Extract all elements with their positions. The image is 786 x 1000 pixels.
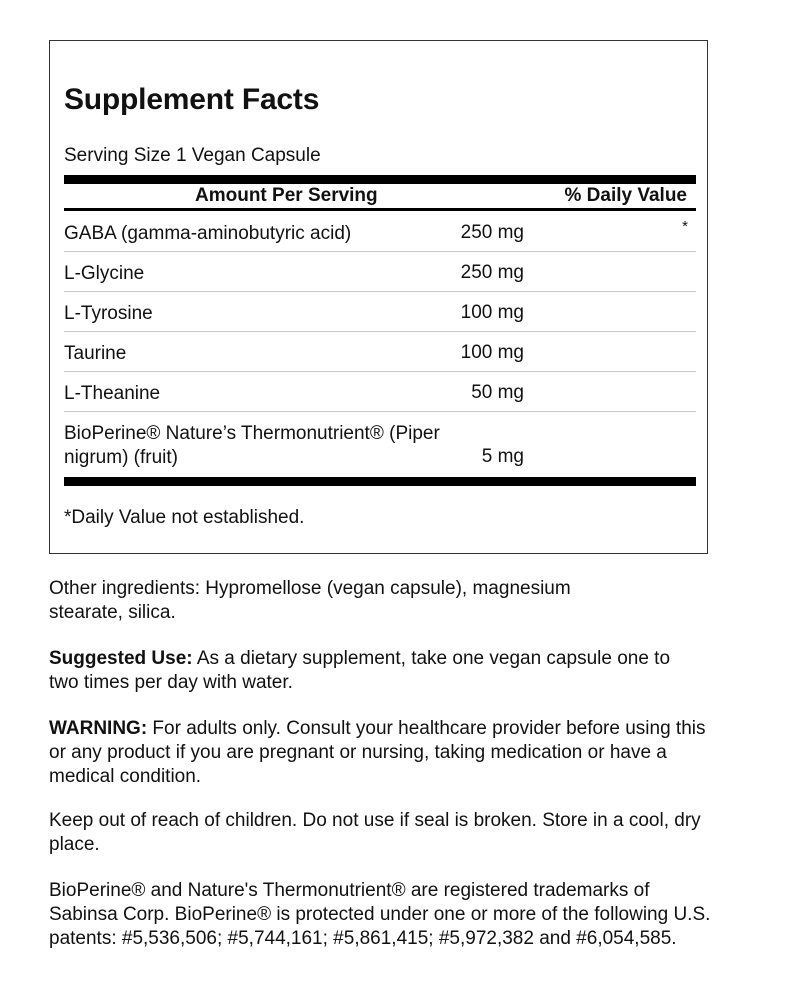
warning: WARNING: For adults only. Consult your h… xyxy=(49,717,709,789)
ingredient-name: L-Tyrosine xyxy=(64,303,153,324)
supplement-facts-panel: Supplement Facts Serving Size 1 Vegan Ca… xyxy=(49,40,708,554)
table-row: L-Tyrosine 100 mg xyxy=(64,292,696,332)
table-row: BioPerine® Nature’s Thermonutrient® (Pip… xyxy=(64,412,696,476)
suggested-use: Suggested Use: As a dietary supplement, … xyxy=(49,647,699,695)
table-row: GABA (gamma-aminobutyric acid) 250 mg * xyxy=(64,212,696,252)
header-amount-per-serving: Amount Per Serving xyxy=(195,185,378,206)
warning-label: WARNING: xyxy=(49,718,148,739)
thick-divider-bottom xyxy=(64,477,696,486)
trademark-notice: BioPerine® and Nature's Thermonutrient® … xyxy=(49,880,711,949)
suggested-use-text: As a dietary supplement, take one vegan … xyxy=(49,648,671,693)
suggested-use-label: Suggested Use: xyxy=(49,648,193,669)
ingredient-name: L-Glycine xyxy=(64,263,145,284)
ingredient-amount: 100 mg xyxy=(460,342,524,363)
ingredient-name: L-Theanine xyxy=(64,383,161,404)
table-row: L-Glycine 250 mg xyxy=(64,252,696,292)
ingredient-amount: 100 mg xyxy=(460,302,524,323)
header-divider xyxy=(64,208,696,211)
ingredient-amount: 50 mg xyxy=(471,382,524,403)
ingredient-name: BioPerine® Nature’s Thermonutrient® (Pip… xyxy=(64,423,440,468)
thick-divider-top xyxy=(64,175,696,184)
ingredient-name: GABA (gamma-aminobutyric acid) xyxy=(64,223,352,244)
ingredient-amount: 5 mg xyxy=(481,446,524,467)
serving-size: Serving Size 1 Vegan Capsule xyxy=(64,145,321,166)
ingredient-amount: 250 mg xyxy=(460,262,524,283)
storage-instructions: Keep out of reach of children. Do not us… xyxy=(49,810,701,855)
panel-title: Supplement Facts xyxy=(64,83,320,116)
ingredient-daily-value: * xyxy=(682,218,688,235)
other-ingredients: Other ingredients: Hypromellose (vegan c… xyxy=(49,578,571,623)
ingredient-name: Taurine xyxy=(64,343,127,364)
footnote: *Daily Value not established. xyxy=(64,507,305,528)
ingredient-amount: 250 mg xyxy=(460,222,524,243)
header-daily-value: % Daily Value xyxy=(564,185,687,206)
warning-text: For adults only. Consult your healthcare… xyxy=(49,718,706,787)
table-row: Taurine 100 mg xyxy=(64,332,696,372)
table-row: L-Theanine 50 mg xyxy=(64,372,696,412)
